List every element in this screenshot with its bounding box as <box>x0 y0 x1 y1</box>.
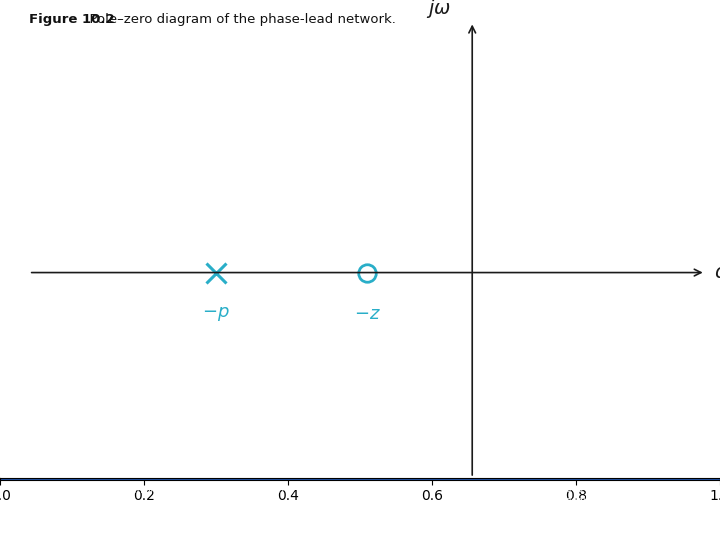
Text: Figure 10.2: Figure 10.2 <box>29 14 114 26</box>
Text: Richard C. Dorf and Robert H. Bishop: Richard C. Dorf and Robert H. Bishop <box>78 508 258 518</box>
Text: $j\omega$: $j\omega$ <box>426 0 451 21</box>
Text: $-z$: $-z$ <box>354 305 381 322</box>
Text: $-p$: $-p$ <box>202 305 230 322</box>
Text: Copyright © 2008 by Pearson Education, Inc.
Upper Saddle River, New Jersey 07458: Copyright © 2008 by Pearson Education, I… <box>501 485 706 515</box>
Text: Modern Control Systems, Eleventh Edition: Modern Control Systems, Eleventh Edition <box>78 485 284 495</box>
Text: Pole–zero diagram of the phase-lead network.: Pole–zero diagram of the phase-lead netw… <box>81 14 395 26</box>
Text: PEARSON: PEARSON <box>9 504 68 514</box>
Text: $\sigma$: $\sigma$ <box>714 264 720 281</box>
